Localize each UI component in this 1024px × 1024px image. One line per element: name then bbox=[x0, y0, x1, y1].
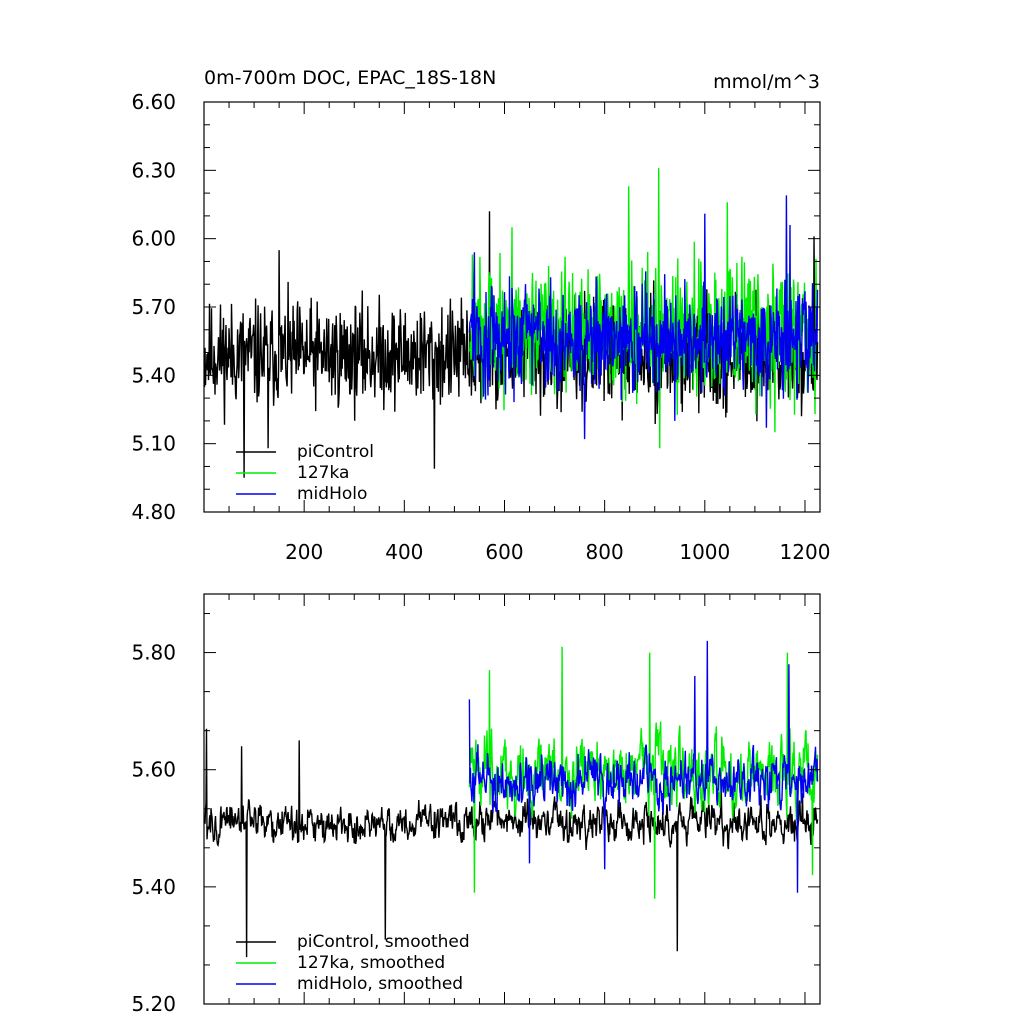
plot-frame bbox=[203, 593, 821, 1005]
x-tick-label: 600 bbox=[485, 540, 523, 564]
y-tick-label: 6.00 bbox=[131, 227, 176, 251]
y-tick-label: 5.60 bbox=[131, 758, 176, 782]
legend-label: 127ka bbox=[297, 463, 349, 483]
y-tick-label: 4.80 bbox=[131, 500, 176, 524]
y-tick-label: 5.10 bbox=[131, 432, 176, 456]
top-units: mmol/m^3 bbox=[713, 71, 820, 93]
y-tick-label: 5.40 bbox=[131, 363, 176, 387]
y-tick-label: 5.70 bbox=[131, 295, 176, 319]
series-line-midholo-smoothed bbox=[468, 640, 819, 893]
y-tick-label: 6.30 bbox=[131, 158, 176, 182]
top-title: 0m-700m DOC, EPAC_18S-18N bbox=[204, 67, 496, 89]
y-tick-label: 5.40 bbox=[131, 875, 176, 899]
x-tick-label: 800 bbox=[586, 540, 624, 564]
x-tick-label: 400 bbox=[385, 540, 423, 564]
x-tick-label: 1200 bbox=[780, 540, 831, 564]
legend-label: 127ka, smoothed bbox=[297, 953, 445, 973]
bottom-panel: 5.20 5.40 5.60 5.80 piControl, smoothed127ka… bbox=[131, 593, 821, 1016]
y-tick-label: 5.20 bbox=[131, 992, 176, 1016]
series-line-midholo bbox=[468, 195, 819, 440]
legend-label: piControl bbox=[297, 442, 374, 462]
legend-label: midHolo, smoothed bbox=[297, 974, 463, 994]
y-tick-label: 6.60 bbox=[131, 90, 176, 114]
series-line-127ka bbox=[468, 168, 819, 449]
legend-label: midHolo bbox=[297, 484, 367, 504]
x-tick-label: 200 bbox=[285, 540, 323, 564]
y-tick-label: 5.80 bbox=[131, 641, 176, 665]
legend-label: piControl, smoothed bbox=[297, 932, 470, 952]
series-line-picontrol-smoothed bbox=[204, 728, 819, 958]
x-tick-label: 1000 bbox=[679, 540, 730, 564]
top-panel: 0m-700m DOC, EPAC_18S-18N mmol/m^3 4.80 5… bbox=[131, 67, 830, 564]
